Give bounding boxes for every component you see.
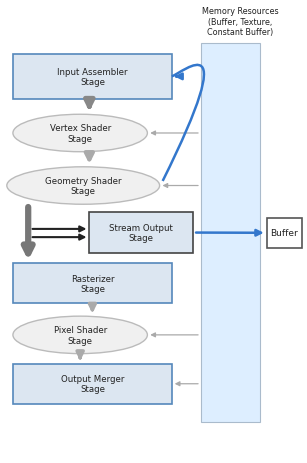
Text: Output Merger
Stage: Output Merger Stage: [61, 374, 124, 394]
Text: Memory Resources
(Buffer, Texture,
Constant Buffer): Memory Resources (Buffer, Texture, Const…: [201, 7, 278, 37]
FancyBboxPatch shape: [89, 213, 193, 254]
Ellipse shape: [13, 115, 147, 152]
Text: Vertex Shader
Stage: Vertex Shader Stage: [49, 124, 111, 144]
Ellipse shape: [7, 168, 160, 205]
Ellipse shape: [13, 317, 147, 354]
FancyBboxPatch shape: [13, 263, 172, 304]
Text: Pixel Shader
Stage: Pixel Shader Stage: [53, 325, 107, 345]
Text: Stream Output
Stage: Stream Output Stage: [109, 223, 173, 243]
FancyBboxPatch shape: [266, 219, 302, 248]
FancyBboxPatch shape: [13, 54, 172, 100]
Text: Buffer: Buffer: [270, 229, 298, 238]
Text: Rasterizer
Stage: Rasterizer Stage: [71, 274, 114, 294]
FancyBboxPatch shape: [13, 364, 172, 404]
FancyBboxPatch shape: [201, 44, 260, 422]
Text: Geometry Shader
Stage: Geometry Shader Stage: [45, 176, 122, 196]
Text: Input Assembler
Stage: Input Assembler Stage: [57, 68, 128, 87]
